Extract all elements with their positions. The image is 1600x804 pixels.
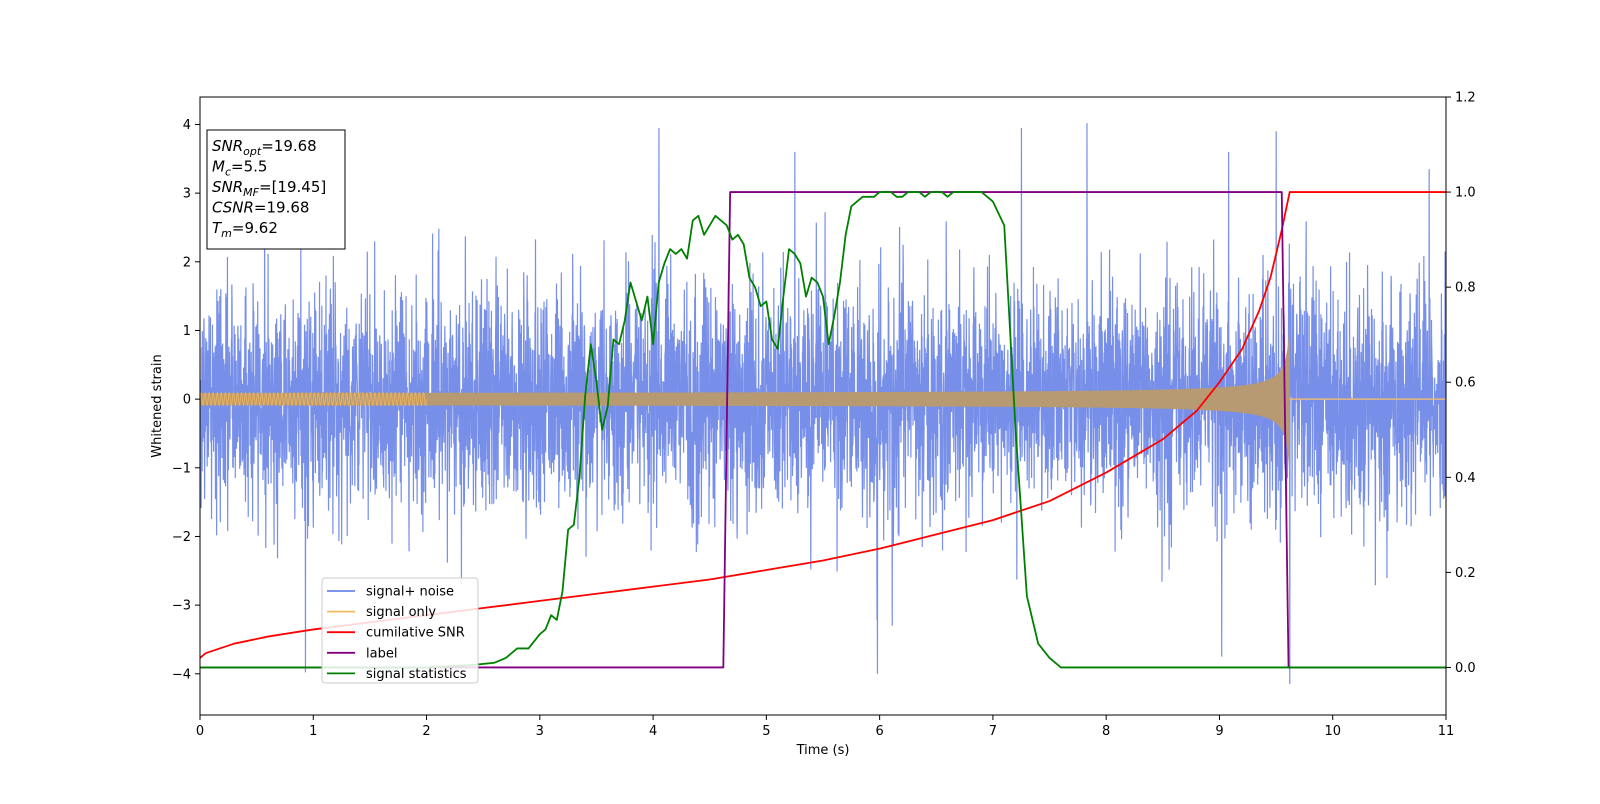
y-tick-label: 4 [183,118,191,133]
y-axis-label: Whitened strain [150,354,165,457]
x-tick-label: 2 [422,724,430,739]
y2-tick-label: 0.8 [1455,281,1476,296]
x-tick-label: 5 [762,724,770,739]
x-tick-label: 8 [1102,724,1110,739]
info-line: SNRMF=[19.45] [212,178,326,199]
info-symbol: M [212,158,225,176]
info-line: SNRopt=19.68 [212,137,317,158]
plot-layer [200,123,1446,685]
y-tick-label: 1 [183,324,191,339]
legend-label: label [366,646,397,661]
info-line: Mc=5.5 [212,158,267,179]
legend-box [321,577,479,684]
info-value: =[19.45] [259,178,326,196]
x-tick-label: 6 [875,724,883,739]
y-tick-label: −4 [172,667,191,682]
y2-tick-label: 1.0 [1455,186,1476,201]
plot-frame [199,96,1447,716]
info-value: =19.68 [261,137,317,155]
x-tick-label: 9 [1215,724,1223,739]
y-tick-label: −1 [172,461,191,476]
info-subscript: opt [243,145,262,158]
x-tick-label: 7 [989,724,997,739]
y-tick-label: 2 [183,255,191,270]
legend-label: signal+ noise [366,585,454,600]
info-symbol: SNR [212,178,243,196]
info-box [206,129,346,250]
info-value: =19.68 [254,199,310,217]
y2-tick-label: 0.0 [1455,661,1476,676]
info-symbol: SNR [212,137,243,155]
info-line: Tm=9.62 [212,219,278,240]
info-subscript: MF [243,186,259,199]
info-line: CSNR=19.68 [212,199,309,217]
legend-label: signal statistics [366,667,467,682]
x-tick-label: 0 [196,724,204,739]
info-value: =5.5 [231,158,267,176]
legend-label: signal only [366,605,436,620]
y-tick-label: −2 [172,530,191,545]
legend-label: cumilative SNR [366,626,465,641]
series-signal-statistics [200,191,1446,669]
y-tick-label: −3 [172,599,191,614]
y2-tick-label: 1.2 [1455,91,1476,106]
info-subscript: m [221,227,232,240]
x-tick-label: 4 [649,724,657,739]
series-signal-only-envelope [200,320,1290,479]
y2-tick-label: 0.6 [1455,376,1476,391]
x-tick-label: 3 [536,724,544,739]
y2-tick-label: 0.4 [1455,471,1476,486]
info-subscript: c [225,166,231,179]
x-tick-label: 11 [1438,724,1455,739]
info-value: =9.62 [232,219,278,237]
series-signal-only-wave [200,391,428,407]
x-axis-label: Time (s) [796,743,850,758]
y-tick-label: 3 [183,187,191,202]
series-signal-noise [200,123,1446,685]
y2-tick-label: 0.2 [1455,566,1476,581]
y-tick-label: 0 [183,393,191,408]
x-tick-label: 10 [1324,724,1341,739]
info-symbol: T [212,219,223,237]
info-symbol: CSNR [212,199,254,217]
x-tick-label: 1 [309,724,317,739]
